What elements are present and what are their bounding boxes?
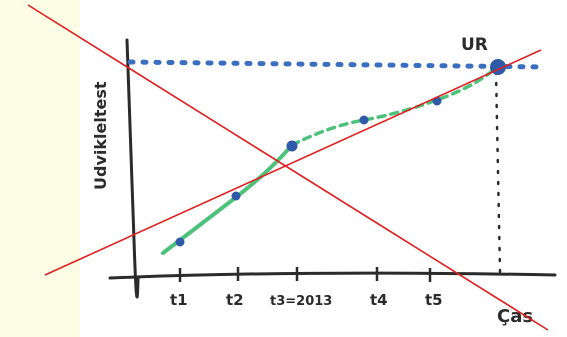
tick-label-t4: t4 (370, 291, 388, 309)
progress-curve-solid (161, 143, 294, 255)
paper-sheet (80, 0, 567, 337)
marker-t4 (359, 115, 369, 125)
progress-markers (175, 59, 506, 247)
cross-line-descending (27, 4, 549, 331)
target-label: UR (461, 35, 488, 55)
tick-label-t5: t5 (425, 291, 443, 309)
tick-label-t2: t2 (226, 291, 244, 309)
x-axis (108, 271, 557, 280)
tick-label-t1: t1 (170, 291, 188, 309)
target-vertical-dotted-line (494, 70, 502, 274)
marker-t2 (231, 191, 241, 201)
x-ticks (178, 267, 432, 282)
marker-t3 (286, 140, 298, 152)
cross-line-ascending (44, 49, 542, 276)
target-dotted-line (127, 59, 548, 70)
progress-curve-dashed (290, 65, 499, 147)
y-axis-label: Udvikleltest (91, 81, 110, 190)
y-axis (125, 38, 140, 299)
marker-t1 (175, 237, 185, 247)
tick-label-t3: t3=2013 (270, 294, 332, 309)
x-axis-label: Ças (497, 306, 533, 327)
